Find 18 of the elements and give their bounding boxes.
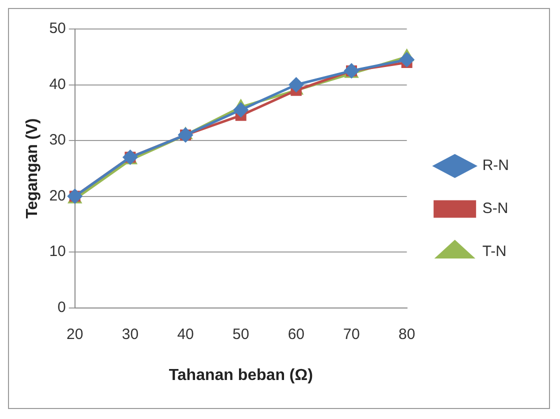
legend-label: R-N — [482, 157, 510, 174]
x-tick-label: 50 — [232, 326, 250, 343]
y-tick-label: 0 — [58, 298, 66, 316]
x-tick-label: 30 — [122, 326, 139, 343]
x-tick-label: 40 — [177, 326, 194, 343]
y-tick-label: 20 — [49, 187, 66, 204]
y-tick-label: 10 — [49, 243, 66, 260]
x-tick-label: 70 — [343, 326, 360, 343]
x-axis-title: Tahanan beban (Ω) — [168, 366, 313, 384]
x-tick-label: 80 — [398, 326, 416, 343]
y-tick-label: 40 — [49, 76, 66, 93]
x-tick-label: 60 — [288, 326, 305, 343]
y-tick-label: 50 — [49, 20, 66, 38]
y-axis-title: Tegangan (V) — [24, 118, 42, 218]
legend-label: T-N — [482, 243, 507, 260]
x-tick-label: 20 — [66, 326, 84, 343]
legend-label: S-N — [482, 200, 508, 218]
y-tick-label: 30 — [49, 132, 66, 149]
